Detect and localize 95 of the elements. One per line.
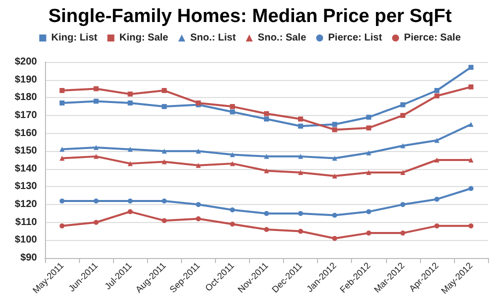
- point: [400, 112, 406, 118]
- point: [264, 168, 269, 174]
- point: [332, 122, 338, 127]
- y-tick-label: $130: [14, 181, 38, 192]
- y-tick-label: $150: [14, 146, 38, 157]
- y-tick-label: $110: [15, 216, 38, 228]
- point: [434, 88, 440, 94]
- legend-label: Sno.: List: [190, 32, 236, 44]
- point: [468, 158, 474, 162]
- legend-label: Pierce: List: [328, 32, 383, 44]
- point: [230, 161, 235, 166]
- point: [162, 148, 167, 154]
- point: [94, 98, 99, 104]
- point: [128, 209, 133, 214]
- point: [230, 109, 235, 114]
- point: [298, 210, 304, 216]
- point: [162, 159, 167, 164]
- point: [264, 226, 269, 232]
- point: [162, 104, 167, 110]
- point: [366, 209, 372, 214]
- y-tick-label: $170: [14, 110, 38, 121]
- point: [128, 100, 133, 106]
- point: [332, 236, 338, 241]
- point: [128, 198, 133, 204]
- point: [94, 154, 99, 159]
- point: [468, 122, 474, 127]
- legend-label: King: Sale: [119, 32, 169, 44]
- point: [94, 145, 99, 150]
- y-tick-label: $120: [14, 199, 38, 210]
- y-tick-label: $90: [20, 252, 38, 264]
- point: [400, 102, 406, 108]
- point: [298, 228, 304, 234]
- point: [434, 196, 440, 202]
- point: [94, 198, 99, 204]
- y-tick-label: $160: [14, 128, 38, 139]
- point: [298, 124, 304, 129]
- point: [60, 100, 65, 106]
- point: [332, 156, 338, 161]
- legend-label: Pierce: Sale: [404, 32, 462, 44]
- y-tick-label: $180: [14, 92, 38, 104]
- point: [366, 125, 372, 130]
- point: [366, 170, 372, 175]
- point: [366, 150, 372, 156]
- point: [400, 143, 406, 148]
- point: [468, 64, 474, 70]
- point: [60, 223, 65, 228]
- point: [468, 84, 474, 90]
- point: [366, 114, 372, 120]
- point: [434, 223, 440, 228]
- point: [196, 216, 201, 222]
- point: [60, 146, 65, 152]
- point: [400, 230, 406, 236]
- point: [196, 148, 201, 154]
- point: [128, 92, 133, 97]
- point: [434, 138, 440, 143]
- point: [230, 222, 235, 227]
- point: [264, 154, 269, 159]
- point: [434, 158, 440, 162]
- point: [162, 198, 167, 204]
- legend-label: King: List: [51, 32, 98, 44]
- point: [196, 202, 201, 208]
- point: [332, 174, 338, 179]
- y-tick-label: $100: [14, 234, 38, 246]
- y-tick-label: $190: [14, 74, 38, 86]
- point: [196, 162, 201, 168]
- point: [366, 230, 372, 236]
- point: [60, 198, 65, 204]
- point: [400, 202, 406, 208]
- point: [332, 127, 338, 132]
- point: [468, 223, 474, 228]
- point: [434, 93, 440, 98]
- point: [298, 116, 304, 122]
- point: [162, 88, 167, 94]
- y-tick-label: $140: [14, 163, 38, 174]
- point: [60, 156, 65, 161]
- point: [230, 207, 235, 212]
- point: [264, 111, 269, 116]
- point: [400, 170, 406, 175]
- point: [94, 220, 99, 225]
- point: [298, 170, 304, 175]
- point: [230, 104, 235, 110]
- point: [264, 116, 269, 122]
- point: [468, 186, 474, 192]
- point: [264, 210, 269, 216]
- point: [230, 152, 235, 158]
- point: [60, 88, 65, 94]
- chart-title: Single-Family Homes: Median Price per SqFt: [48, 6, 452, 27]
- legend-label: Sno.: Sale: [258, 32, 307, 44]
- point: [332, 212, 338, 218]
- point: [162, 218, 167, 224]
- point: [94, 86, 99, 92]
- point: [298, 154, 304, 159]
- y-tick-label: $200: [14, 56, 38, 68]
- point: [128, 161, 133, 166]
- point: [128, 146, 133, 152]
